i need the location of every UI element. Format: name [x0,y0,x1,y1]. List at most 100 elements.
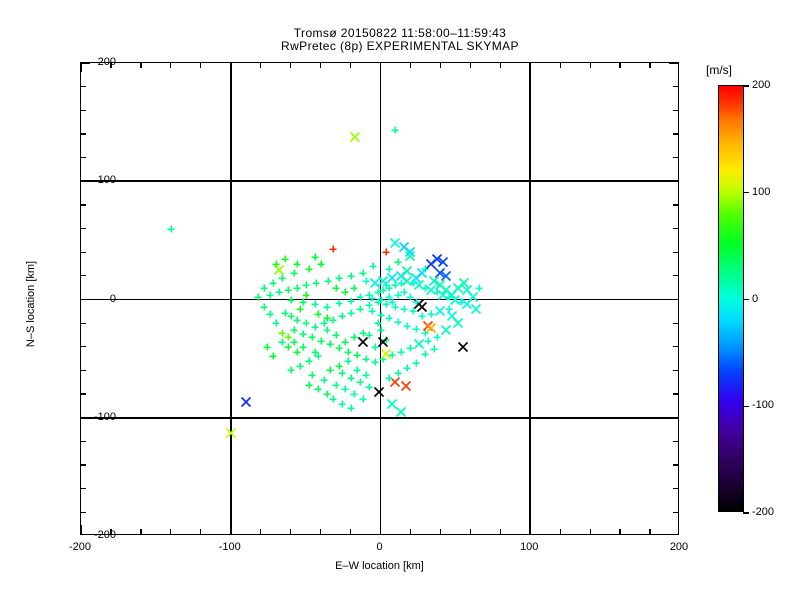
data-point-cross [240,397,251,408]
data-point-plus [326,366,334,374]
data-point-plus [382,248,390,256]
x-axis-tick [140,63,142,68]
data-point-plus [353,351,361,359]
y-axis-tick [673,464,678,466]
y-axis-tick [673,109,678,111]
data-point-plus [335,344,343,352]
data-point-plus [260,284,268,292]
data-point-plus [385,374,393,382]
data-point-cross [459,277,470,289]
data-point-plus [311,253,319,261]
data-point-plus [314,310,322,318]
data-point-cross [273,264,284,276]
x-axis-tick [140,529,142,534]
data-point-plus [272,319,280,327]
y-axis-tick [81,109,86,111]
data-point-plus [312,279,320,287]
x-axis-title: E–W location [km] [335,560,424,572]
y-axis-tick [673,393,678,395]
data-point-plus [421,350,429,358]
data-point-plus [263,343,271,351]
data-point-plus [320,376,328,384]
colorbar: -200 -100 0 100 200 [718,79,774,518]
data-point-plus [308,333,316,341]
data-point-plus [371,343,378,351]
y-axis-tick [81,133,86,135]
x-axis-tick [200,63,202,68]
data-point-plus [335,299,343,307]
data-point-plus [293,260,301,268]
y-axis-tick [81,227,86,230]
y-axis-title: N–S location [km] [25,260,37,348]
data-point-plus [385,265,393,273]
data-point-plus [412,325,420,333]
data-point-plus [427,310,435,318]
data-point-plus [167,225,175,233]
data-point-plus [388,351,396,359]
data-point-cross [457,341,468,352]
data-point-plus [326,340,334,348]
y-axis-tick [81,464,86,466]
data-point-cross [441,270,452,281]
data-point-cross [402,275,413,286]
data-point-plus [356,378,364,386]
plot-area [80,62,679,535]
data-point-plus [365,331,373,339]
data-point-plus [281,309,289,316]
y-axis-tick [81,180,90,182]
data-point-plus [341,338,349,346]
data-point-plus [308,371,316,379]
data-point-plus [394,369,402,377]
data-point-cross [471,303,482,315]
data-point-cross [462,284,473,296]
data-point-plus [350,284,358,292]
x-axis-tick [499,63,501,68]
x-axis-tick [469,63,471,68]
y-axis-tick [81,204,86,206]
data-point-plus [290,326,298,334]
data-point-plus [293,316,301,324]
data-point-plus [362,371,370,379]
data-point-plus [329,245,337,253]
data-point-plus [369,262,377,270]
data-point-plus [332,331,340,339]
data-point-plus [302,291,310,299]
data-point-plus [311,300,319,308]
x-axis-tick [409,529,412,534]
data-point-cross [453,318,464,329]
data-point-plus [365,291,373,299]
y-axis-tick [81,298,90,301]
data-point-plus [394,318,402,326]
data-point-plus [311,323,319,331]
colorbar-tick [743,405,749,407]
data-point-plus [385,314,393,322]
colorbar-tick-label: -200 [752,506,775,518]
y-axis-tick [669,298,678,301]
data-point-plus [365,383,373,391]
colorbar-tick-label: 100 [752,185,771,198]
x-axis-tick [619,63,621,68]
x-tick-label: 200 [669,541,689,553]
data-point-plus [347,404,355,412]
y-tick-label: -200 [93,529,116,541]
data-point-plus [275,288,283,296]
data-point-plus [299,330,307,338]
y-axis-tick [81,417,90,419]
data-point-plus [281,255,289,263]
data-point-plus [338,312,346,320]
y-axis-tick [81,369,86,372]
data-point-plus [278,338,286,346]
x-axis-tick [349,63,352,68]
y-tick-label: 100 [97,174,116,187]
data-point-plus [284,343,292,351]
data-point-cross [423,320,434,331]
data-point-plus [305,381,313,389]
x-axis-tick [379,63,382,72]
data-point-plus [347,272,355,280]
data-point-cross [417,268,428,279]
data-point-cross [426,322,437,333]
title-line-1: Tromsø 20150822 11:58:00–11:59:43 [293,26,507,40]
data-point-cross [462,299,473,310]
data-point-plus [344,357,352,365]
data-point-plus [350,390,358,398]
